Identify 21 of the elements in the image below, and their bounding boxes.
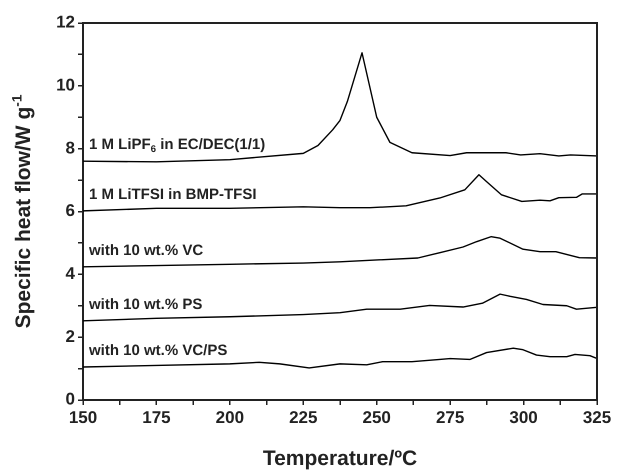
x-tick-label: 150 — [68, 408, 98, 427]
x-tick-label: 175 — [142, 408, 171, 427]
series-label: with 10 wt.% VC/PS — [88, 342, 228, 360]
series-label: 1 M LiTFSI in BMP-TFSI — [89, 186, 256, 203]
series-label: with 10 wt.% PS — [88, 296, 202, 313]
y-tick-label: 8 — [66, 138, 75, 158]
x-tick-label: 200 — [216, 408, 244, 427]
y-tick-label: 6 — [66, 201, 75, 220]
y-tick-label: 0 — [66, 390, 75, 409]
y-tick-label: 10 — [56, 76, 75, 95]
y-axis-title: Specific heat flow/W g-1 — [10, 94, 35, 328]
y-tick-label: 2 — [66, 326, 75, 346]
y-tick-label: 12 — [56, 12, 75, 32]
x-tick-label: 225 — [289, 408, 318, 427]
series-label: with 10 wt.% VC — [88, 242, 204, 259]
x-axis-title: Temperature/ºC — [262, 447, 418, 470]
y-tick-label: 4 — [66, 264, 76, 284]
x-tick-label: 250 — [362, 408, 391, 427]
x-tick-label: 325 — [582, 408, 612, 427]
x-tick-label: 300 — [509, 408, 538, 427]
x-tick-label: 275 — [436, 408, 464, 427]
